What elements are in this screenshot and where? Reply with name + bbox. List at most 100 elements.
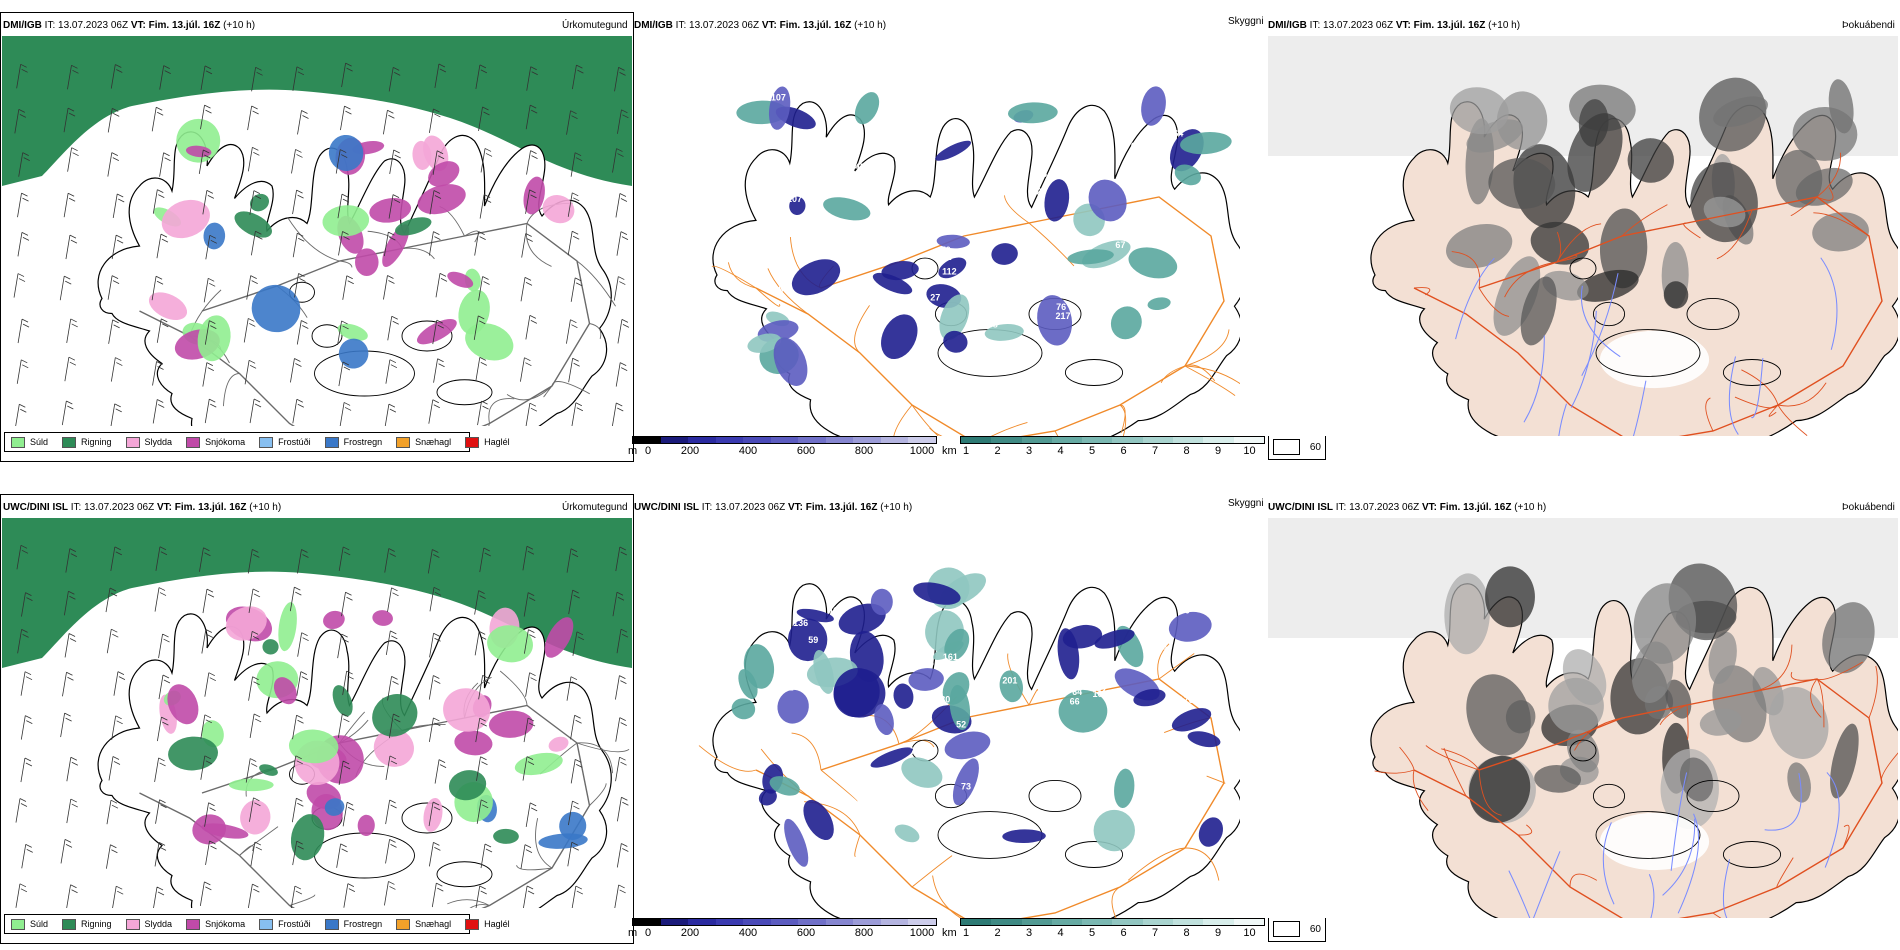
wind-barb <box>200 755 212 780</box>
precip-cell <box>148 292 188 320</box>
road <box>1751 644 1793 693</box>
precip-panel-header: UWC/DINI ISL IT: 13.07.2023 06Z VT: Fim.… <box>3 502 281 514</box>
visibility-tick: 10 <box>1243 927 1256 939</box>
wind-barb <box>341 62 353 88</box>
precip-cell <box>838 603 886 635</box>
wind-barb <box>107 152 120 177</box>
legend-label: Rigning <box>81 919 112 929</box>
visibility-tick: 1 <box>962 445 970 457</box>
valid-time: VT: Fim. 13.júl. 16Z <box>1421 502 1515 513</box>
wind-barb <box>388 194 401 219</box>
wind-barb <box>159 152 171 177</box>
visibility-value-label: 96 <box>923 746 933 756</box>
wind-barb <box>616 231 629 256</box>
visibility-value-label: 70 <box>949 160 959 170</box>
road <box>525 223 552 267</box>
river <box>1670 772 1688 871</box>
precip-legend-item: Snæhagl <box>396 918 451 930</box>
precip-cell <box>290 814 325 861</box>
precip-cell <box>559 811 587 840</box>
road <box>1478 769 1502 816</box>
wind-barb <box>520 276 533 302</box>
visibility-value-label: 217 <box>1055 311 1070 321</box>
colorbar-step <box>991 437 1022 443</box>
init-time: IT: 13.07.2023 06Z <box>44 20 131 31</box>
river <box>1728 356 1739 435</box>
precip-type-panel <box>0 12 634 462</box>
wind-barb <box>523 592 536 617</box>
model-name: DMI/IGB <box>634 20 673 31</box>
wind-barb <box>151 275 164 301</box>
fog-cell <box>1665 679 1692 719</box>
fog-cell <box>1449 87 1509 135</box>
wind-barb <box>478 675 490 700</box>
legend-label: Haglél <box>484 437 510 447</box>
wind-barb <box>17 232 30 257</box>
precip-cell <box>874 704 894 736</box>
colorbar-step <box>1142 919 1174 925</box>
visibility-value-label: 129 <box>1002 757 1017 767</box>
wind-barb <box>428 801 441 827</box>
precip-cell <box>228 778 274 792</box>
wind-barb <box>250 841 263 867</box>
wind-barb <box>525 802 538 827</box>
wind-barb <box>247 883 260 908</box>
precip-cell <box>913 582 961 605</box>
river <box>1558 403 1567 436</box>
wind-barb <box>613 276 626 301</box>
fog-legend-swatch <box>1273 921 1300 937</box>
precip-legend-item: Frostregn <box>324 918 382 930</box>
wind-barb <box>617 109 629 134</box>
river <box>1677 813 1700 914</box>
wind-barb <box>60 712 72 738</box>
wind-barb <box>568 800 580 826</box>
lead-time: (+10 h) <box>223 20 256 31</box>
glacier-outline <box>1595 811 1701 859</box>
visibility-tick: 4 <box>1057 445 1064 457</box>
precip-cell <box>893 683 914 709</box>
cloudbase-tick: 800 <box>854 445 874 457</box>
lead-time: (+10 h) <box>880 502 913 513</box>
model-name: UWC/DINI ISL <box>634 502 699 513</box>
precip-cell <box>908 668 944 691</box>
wind-barb <box>474 231 486 256</box>
wind-barb <box>106 799 119 825</box>
visibility-value-label: 64 <box>1173 128 1183 138</box>
wind-barb <box>479 547 491 573</box>
precip-cell <box>1093 809 1135 852</box>
precip-panel-title: Úrkomutegund <box>562 502 628 513</box>
colorbar-step <box>1233 437 1264 443</box>
road <box>893 404 913 436</box>
wind-barb <box>343 883 356 908</box>
precip-cell <box>1057 628 1080 680</box>
road <box>1813 212 1870 237</box>
visibility-value-label: 53 <box>726 651 736 661</box>
river <box>1581 273 1619 377</box>
wind-barb <box>200 714 213 739</box>
cloudbase-ticks: m 0 200 400 600 800 1000 <box>628 444 937 458</box>
road <box>1777 404 1808 436</box>
cloudbase-unit: m <box>628 927 638 939</box>
visibility-value-label: 124 <box>903 88 918 98</box>
legend-swatch <box>465 918 480 930</box>
cloudbase-tick: 1000 <box>909 445 935 457</box>
precip-cell <box>1058 689 1108 733</box>
wind-barb <box>21 592 33 617</box>
visibility-labels: 59 66 55 60 104 52 53 117 54 66 61 64 68 92 52 73 81 80 89… <box>726 568 1194 814</box>
visibility-tick: 8 <box>1183 927 1190 939</box>
road <box>1374 769 1415 774</box>
fog-cell <box>1787 762 1811 803</box>
wind-barb <box>291 755 303 780</box>
wind-barb <box>199 881 212 906</box>
colorbar-step <box>743 919 771 925</box>
precip-cell <box>1141 86 1166 126</box>
precip-type-panel <box>0 494 634 944</box>
iceland-coastline <box>97 131 612 426</box>
wind-barb <box>16 544 29 570</box>
wind-barb <box>201 629 214 654</box>
precip-cell <box>234 211 272 238</box>
fog-cell <box>1703 196 1746 228</box>
river <box>1455 257 1495 340</box>
wind-barb <box>428 842 441 867</box>
precip-cell <box>1088 179 1127 222</box>
